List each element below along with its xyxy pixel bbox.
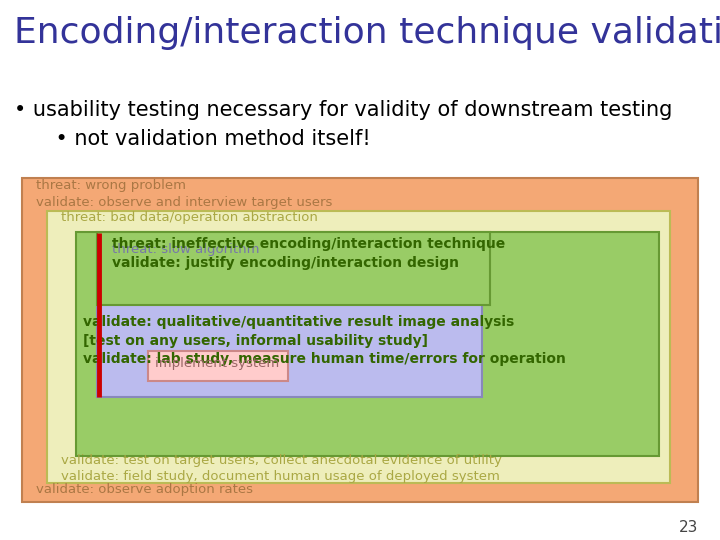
Bar [47,211,670,483]
Text: threat: ineffective encoding/interaction technique: threat: ineffective encoding/interaction… [112,237,505,251]
Text: implement system: implement system [156,357,279,370]
Text: threat: bad data/operation abstraction: threat: bad data/operation abstraction [61,211,318,224]
Text: validate: field study, document human usage of deployed system: validate: field study, document human us… [61,470,500,483]
Bar [97,232,490,305]
Text: [test on any users, informal usability study]: [test on any users, informal usability s… [83,334,428,348]
Bar [148,351,288,381]
Text: threat: slow algorithm: threat: slow algorithm [112,244,259,256]
Text: validate: lab study, measure human time/errors for operation: validate: lab study, measure human time/… [83,352,566,366]
Text: validate: test on target users, collect anecdotal evidence of utility: validate: test on target users, collect … [61,454,502,467]
Text: Encoding/interaction technique validation: Encoding/interaction technique validatio… [14,16,720,50]
Bar [22,178,698,502]
Text: validate: qualitative/quantitative result image analysis: validate: qualitative/quantitative resul… [83,315,514,329]
Bar [97,238,482,397]
Bar [76,232,659,456]
Text: validate: observe and interview target users: validate: observe and interview target u… [36,196,333,209]
Text: validate: justify encoding/interaction design: validate: justify encoding/interaction d… [112,256,459,270]
Text: • usability testing necessary for validity of downstream testing: • usability testing necessary for validi… [14,100,672,120]
Text: 23: 23 [679,519,698,535]
Text: • not validation method itself!: • not validation method itself! [29,129,371,148]
Text: threat: wrong problem: threat: wrong problem [36,179,186,192]
Text: validate: observe adoption rates: validate: observe adoption rates [36,483,253,496]
